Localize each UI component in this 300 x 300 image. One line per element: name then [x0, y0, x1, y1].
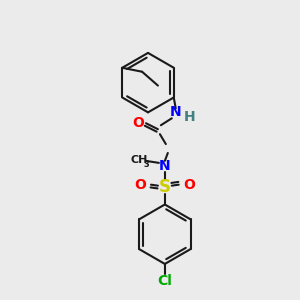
Text: N: N: [170, 105, 182, 119]
Text: O: O: [134, 178, 146, 192]
Text: Cl: Cl: [158, 274, 172, 288]
Text: N: N: [159, 159, 171, 173]
Text: S: S: [159, 178, 171, 196]
Text: H: H: [184, 110, 195, 124]
Text: CH: CH: [130, 155, 148, 165]
Text: 3: 3: [143, 160, 149, 169]
Text: O: O: [184, 178, 196, 192]
Text: O: O: [132, 116, 144, 130]
